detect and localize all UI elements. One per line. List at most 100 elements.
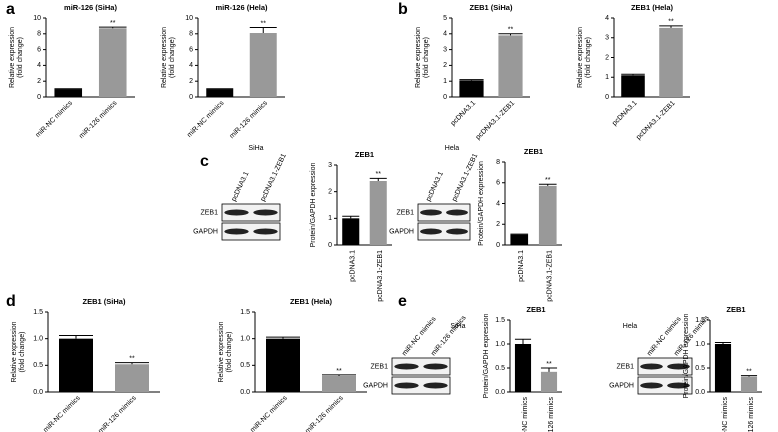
x-tick-label: miR-NC mimics: [522, 397, 529, 432]
y-tick-label: 1: [443, 78, 447, 85]
lane-label: pcDNA3.1-ZEB1: [260, 153, 288, 203]
bar: [459, 80, 484, 97]
significance: **: [668, 19, 674, 26]
error-bar: [714, 342, 732, 344]
y-tick-label: 3: [328, 162, 332, 169]
significance: **: [110, 20, 116, 27]
row-label: ZEB1: [616, 363, 634, 370]
bar: [369, 181, 387, 245]
error-bar: [540, 367, 558, 372]
y-tick-label: 1: [605, 74, 609, 81]
x-tick-label: pcDNA3.1-ZEB1: [547, 250, 554, 302]
band: [446, 209, 468, 216]
bar: [540, 371, 558, 392]
cell-label: Hela: [623, 323, 638, 330]
band: [253, 209, 278, 216]
y-tick-label: 4: [443, 31, 447, 38]
y-tick-label: 6: [189, 46, 193, 53]
cell-label: SiHa: [450, 323, 465, 330]
error-bar: [538, 183, 557, 186]
row-label: GAPDH: [363, 382, 388, 389]
y-tick-label: 1.5: [33, 309, 43, 316]
significance: **: [336, 368, 342, 375]
error-bar: [249, 26, 277, 34]
blot-frame: [417, 222, 471, 241]
blot-frame: [417, 203, 471, 222]
band: [253, 228, 278, 235]
y-tick-label: 1.5: [495, 317, 505, 324]
panel-letter: e: [398, 293, 407, 310]
y-axis-label: Relative expression: [577, 27, 584, 88]
bar: [538, 185, 557, 245]
y-tick-label: 1.0: [33, 336, 43, 343]
y-axis-label: (fold change): [17, 37, 24, 78]
y-tick-label: 1.0: [695, 341, 705, 348]
significance: **: [129, 356, 135, 363]
bar: [740, 376, 758, 392]
y-tick-label: 0.0: [33, 389, 43, 396]
y-tick-label: 3: [443, 46, 447, 53]
panel-letter: c: [200, 153, 209, 170]
y-tick-label: 0.0: [240, 389, 250, 396]
y-tick-label: 8: [496, 159, 500, 166]
y-axis-label: Relative expression: [415, 27, 422, 88]
x-tick-label: miR-NC mimics: [186, 99, 226, 139]
blot-frame: [221, 222, 281, 241]
y-axis-label: Relative expression: [218, 321, 225, 382]
y-tick-label: 2: [37, 78, 41, 85]
row-label: ZEB1: [370, 363, 388, 370]
chart-title: ZEB1 (Hela): [290, 297, 333, 306]
panel-letter: b: [398, 1, 408, 18]
band: [420, 209, 442, 216]
error-bar: [369, 177, 387, 181]
y-axis-label: (fold change): [226, 332, 233, 373]
x-tick-label: pcDNA3.1-ZEB1: [377, 250, 384, 302]
band: [224, 209, 249, 216]
x-tick-label: miR-NC mimics: [249, 394, 289, 432]
x-tick-label: miR-126 mimics: [748, 397, 755, 432]
y-tick-label: 2: [605, 54, 609, 61]
bar: [510, 234, 529, 245]
error-bar: [740, 375, 758, 377]
y-axis-label: Protein/GAPDH expression: [478, 161, 485, 246]
y-axis-label: Protein/GAPDH expression: [310, 162, 317, 247]
x-tick-label: miR-NC mimics: [722, 397, 729, 432]
band: [640, 363, 663, 370]
row-label: ZEB1: [396, 209, 414, 216]
blot-frame: [391, 357, 451, 376]
bar: [498, 35, 523, 97]
lane-label: pcDNA3.1: [231, 171, 251, 203]
bar: [115, 364, 149, 392]
x-tick-label: miR-126 mimics: [304, 394, 345, 432]
band: [667, 382, 690, 389]
error-bar: [342, 215, 360, 219]
chart-title: miR-126 (Hela): [215, 3, 268, 12]
y-tick-label: 6: [496, 180, 500, 187]
y-tick-label: 2: [496, 221, 500, 228]
y-tick-label: 0: [37, 94, 41, 101]
y-tick-label: 0.5: [33, 362, 43, 369]
significance: **: [545, 177, 551, 184]
y-tick-label: 1.5: [695, 317, 705, 324]
y-tick-label: 1.5: [240, 309, 250, 316]
x-tick-label: miR-NC mimics: [42, 394, 82, 432]
y-tick-label: 4: [189, 62, 193, 69]
y-axis-label: (fold change): [169, 37, 176, 78]
y-tick-label: 1.0: [240, 336, 250, 343]
chart-title: ZEB1 (Hela): [631, 3, 674, 12]
y-tick-label: 0: [496, 242, 500, 249]
y-tick-label: 0.0: [495, 389, 505, 396]
y-tick-label: 8: [37, 31, 41, 38]
cell-label: Hela: [445, 145, 460, 152]
chart-title: ZEB1: [524, 147, 543, 156]
error-bar: [659, 25, 683, 28]
bar: [59, 338, 93, 392]
y-tick-label: 4: [37, 62, 41, 69]
error-bar: [510, 233, 529, 235]
y-tick-label: 0.5: [495, 365, 505, 372]
panel-letter: a: [6, 1, 15, 18]
y-tick-label: 6: [37, 46, 41, 53]
significance: **: [261, 20, 267, 27]
band: [423, 363, 448, 370]
